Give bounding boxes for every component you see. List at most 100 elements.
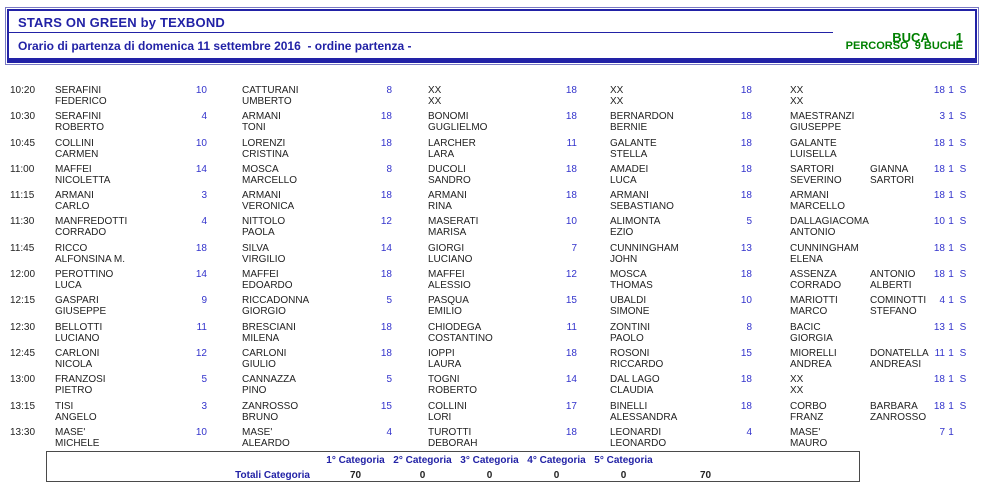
tee-time-row: 11:45 RICCO ALFONSINA M. 18 SILVA VIRGIL… [10,243,980,269]
marker-name: GIANNA SARTORI [868,164,925,186]
player-firstname: GIUSEPPE [790,122,842,134]
marker-name: DONATELLA ANDREASI [868,348,929,370]
player-firstname: ALEARDO [242,437,290,449]
tee-time-row: 11:30 MANFREDOTTI CORRADO 4 NITTOLO PAOL… [10,216,980,242]
header-row-2: Orario di partenza di domenica 11 settem… [9,33,975,58]
player-firstname: ROBERTO [55,122,105,134]
player-1-handicap: 4 [201,111,207,123]
player-3-name: ARMANI RINA [428,190,557,212]
player-3-handicap: 15 [565,295,577,307]
marker-name-line1: GIANNA [870,163,909,175]
start-hole-flag: 1 [948,190,954,202]
tee-time-row: 12:45 CARLONI NICOLA 12 CARLONI GIULIO 1… [10,348,980,374]
player-firstname: FRANZ [790,411,824,423]
grand-total: 70 [699,469,712,481]
player-surname: CORBO [790,400,827,412]
player-surname: MAESTRANZI [790,111,855,123]
player-3-handicap: 18 [565,163,577,175]
player-firstname: MILENA [242,332,280,344]
start-hole-flag: 1 [948,216,954,228]
player-1-handicap: 18 [195,242,207,254]
player-4-name: UBALDI SIMONE [610,295,732,317]
player-5-name: MARIOTTI MARCO [790,295,868,317]
status-flag: S [959,295,967,307]
player-4-name: DAL LAGO CLAUDIA [610,374,732,396]
player-firstname: LAURA [428,358,462,370]
player-2-name: MAFFEI EDOARDO [242,269,372,291]
player-surname: LEONARDI [610,426,662,438]
player-surname: ARMANI [242,111,281,123]
player-1-handicap: 3 [201,190,207,202]
player-1-name: TISI ANGELO [55,401,187,423]
player-5-name: CORBO FRANZ [790,401,868,423]
player-2-handicap: 15 [380,400,392,412]
player-5-name: BACIC GIORGIA [790,322,868,344]
player-2-name: CARLONI GIULIO [242,348,372,370]
player-1-name: MANFREDOTTI CORRADO [55,216,187,238]
start-hole-flag: 1 [948,426,954,438]
player-firstname: MARCELLO [242,174,298,186]
player-5-name: MIORELLI ANDREA [790,348,868,370]
player-4-name: AMADEI LUCA [610,164,732,186]
category-totals-box: 1° Categoria 2° Categoria 3° Categoria 4… [46,451,860,482]
player-3-handicap: 12 [565,269,577,281]
player-1-handicap: 11 [196,321,207,333]
player-firstname: COSTANTINO [428,332,493,344]
player-3-handicap: 7 [571,242,577,254]
player-surname: RICCO [55,242,88,254]
marker-name-line2: ANDREASI [870,358,922,370]
player-5-handicap: 18 [933,85,945,96]
player-3-handicap: 18 [565,347,577,359]
player-3-handicap: 11 [566,321,577,333]
tee-time: 13:30 [10,426,36,438]
player-2-handicap: 18 [380,190,392,202]
player-surname: XX [428,85,442,96]
category-1-header: 1° Categoria [326,454,385,466]
player-3-name: CHIODEGA COSTANTINO [428,322,557,344]
player-firstname: CRISTINA [242,148,289,160]
report-title: STARS ON GREEN by TEXBOND [18,15,226,30]
player-surname: ASSENZA [790,269,837,281]
marker-name-line2: STEFANO [870,306,917,318]
player-3-handicap: 10 [565,216,577,228]
player-surname: COLLINI [428,400,467,412]
player-firstname: ALFONSINA M. [55,253,126,265]
tee-time: 10:30 [10,111,36,123]
player-surname: PEROTTINO [55,269,114,281]
player-1-name: MASE' MICHELE [55,427,187,449]
player-surname: MANFREDOTTI [55,216,128,228]
status-flag: S [959,400,967,412]
player-firstname: ALESSIO [428,280,471,292]
player-firstname: VIRGILIO [242,253,286,265]
tee-time-row: 10:20 SERAFINI FEDERICO 10 CATTURANI UMB… [10,85,980,111]
player-firstname: PINO [242,385,267,397]
marker-name-line1: BARBARA [870,400,918,412]
player-surname: BELLOTTI [55,321,103,333]
player-firstname: ELENA [790,253,823,265]
player-surname: BRESCIANI [242,321,296,333]
player-surname: TOGNI [428,374,460,386]
player-3-name: TOGNI ROBERTO [428,374,557,396]
player-surname: ARMANI [428,190,467,202]
player-2-handicap: 18 [380,321,392,333]
player-surname: LORENZI [242,137,286,149]
player-3-name: MASERATI MARISA [428,216,557,238]
player-4-handicap: 10 [740,295,752,307]
player-1-name: SERAFINI FEDERICO [55,85,187,107]
player-firstname: GIULIO [242,358,276,370]
player-surname: XX [790,85,804,96]
player-1-name: MAFFEI NICOLETTA [55,164,187,186]
player-surname: MASERATI [428,216,479,228]
player-5-handicap: 11 [934,347,945,359]
player-firstname: SEBASTIANO [610,201,674,213]
player-firstname: MAURO [790,437,828,449]
player-firstname: MICHELE [55,437,100,449]
player-3-name: PASQUA EMILIO [428,295,557,317]
tee-time-row: 10:45 COLLINI CARMEN 10 LORENZI CRISTINA… [10,138,980,164]
player-firstname: EZIO [610,227,634,239]
player-firstname: RINA [428,201,452,213]
marker-name-line2: ALBERTI [870,280,912,292]
player-firstname: LUCIANO [55,332,100,344]
start-hole-flag: 1 [948,269,954,281]
player-2-handicap: 18 [380,137,392,149]
